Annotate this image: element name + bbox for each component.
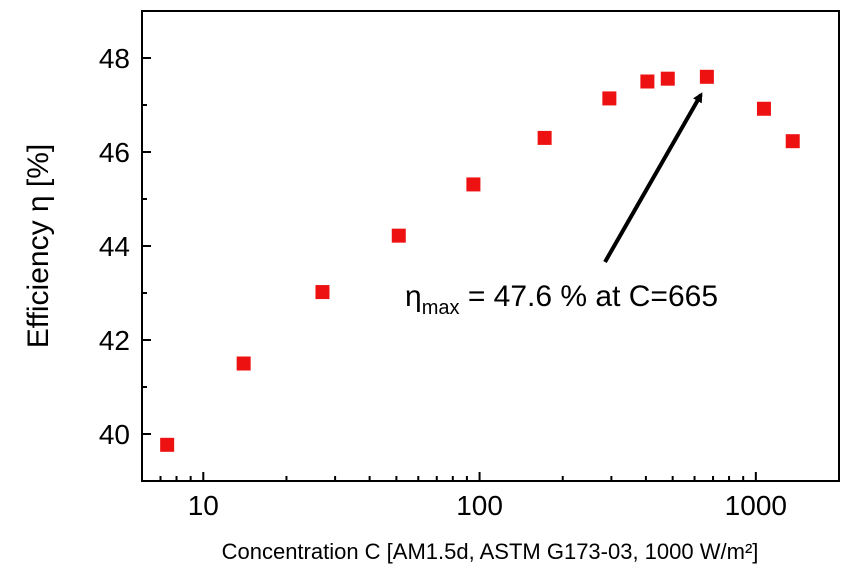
data-point: [160, 437, 175, 452]
annotation-symbol: η: [405, 280, 422, 313]
annotation-subscript: max: [422, 297, 460, 319]
y-tick-label: 46: [99, 137, 130, 168]
data-point: [660, 71, 675, 86]
data-point: [640, 74, 655, 89]
data-points: [160, 69, 800, 452]
x-axis-title: Concentration C [AM1.5d, ASTM G173-03, 1…: [222, 539, 759, 564]
data-point: [391, 228, 406, 243]
x-tick-label: 10: [188, 490, 219, 521]
data-point: [466, 177, 481, 192]
data-point: [699, 69, 714, 84]
data-point: [315, 285, 330, 300]
y-tick-label: 42: [99, 325, 130, 356]
annotation-arrow: [603, 92, 703, 263]
y-tick-label: 48: [99, 43, 130, 74]
y-tick-label: 40: [99, 419, 130, 450]
data-point: [756, 101, 771, 116]
data-point: [537, 130, 552, 145]
axis-ticks: 40 42 44 46 48 10 100 1000: [99, 10, 840, 521]
data-point: [236, 356, 251, 371]
x-tick-label: 100: [456, 490, 503, 521]
y-axis-title: Efficiency η [%]: [22, 144, 55, 349]
data-point: [602, 91, 617, 106]
x-tick-label: 1000: [725, 490, 787, 521]
annotation-rest: = 47.6 % at C=665: [459, 280, 718, 313]
y-tick-label: 44: [99, 231, 130, 262]
data-point: [785, 134, 800, 149]
plot-frame: [141, 10, 840, 482]
annotation-text: ηmax = 47.6 % at C=665: [405, 280, 718, 319]
